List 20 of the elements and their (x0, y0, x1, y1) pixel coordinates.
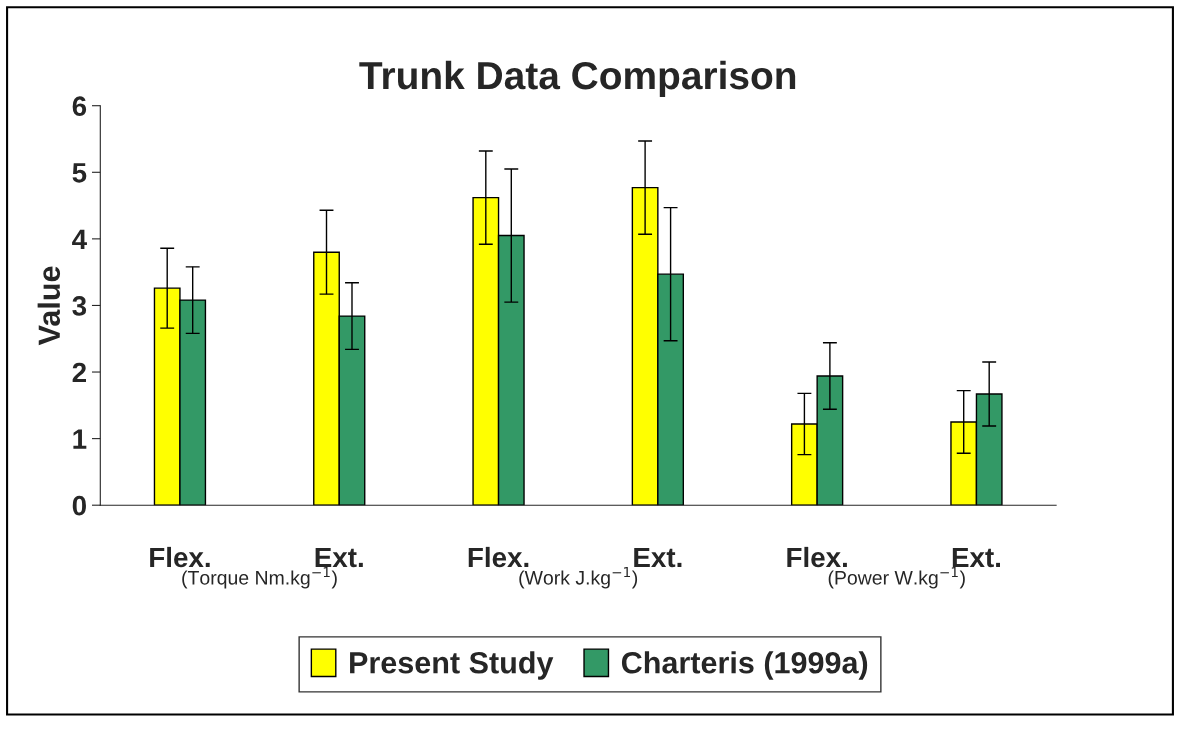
legend-label: Charteris (1999a) (621, 651, 868, 680)
y-tick-label: 2 (72, 362, 86, 383)
y-tick-label: 1 (73, 429, 87, 449)
x-tick-label: Ext. (634, 547, 682, 568)
y-tick-label: 0 (72, 495, 86, 516)
y-axis-title: Value (37, 266, 61, 346)
x-tick-label: Ext. (952, 547, 1001, 568)
text: (Power W.kg$^{−1}$) (828, 567, 965, 589)
text: (Work J.kg$^{−1}$) (519, 567, 638, 589)
text: (Torque Nm.kg$^{−1}$) (182, 567, 337, 589)
x-tick-label: Flex. (787, 546, 847, 568)
y-tick-label: 3 (72, 296, 87, 316)
x-tick-label: Flex. (468, 546, 529, 568)
x-tick-label: Flex. (150, 546, 210, 568)
y-tick-label: 5 (72, 163, 87, 183)
legend-label: Present Study (350, 651, 554, 680)
y-tick-label: 6 (72, 96, 87, 117)
y-tick-label: 4 (72, 229, 87, 249)
chart-title: Trunk Data Comparison (359, 60, 796, 98)
x-tick-label: Ext. (315, 547, 363, 568)
